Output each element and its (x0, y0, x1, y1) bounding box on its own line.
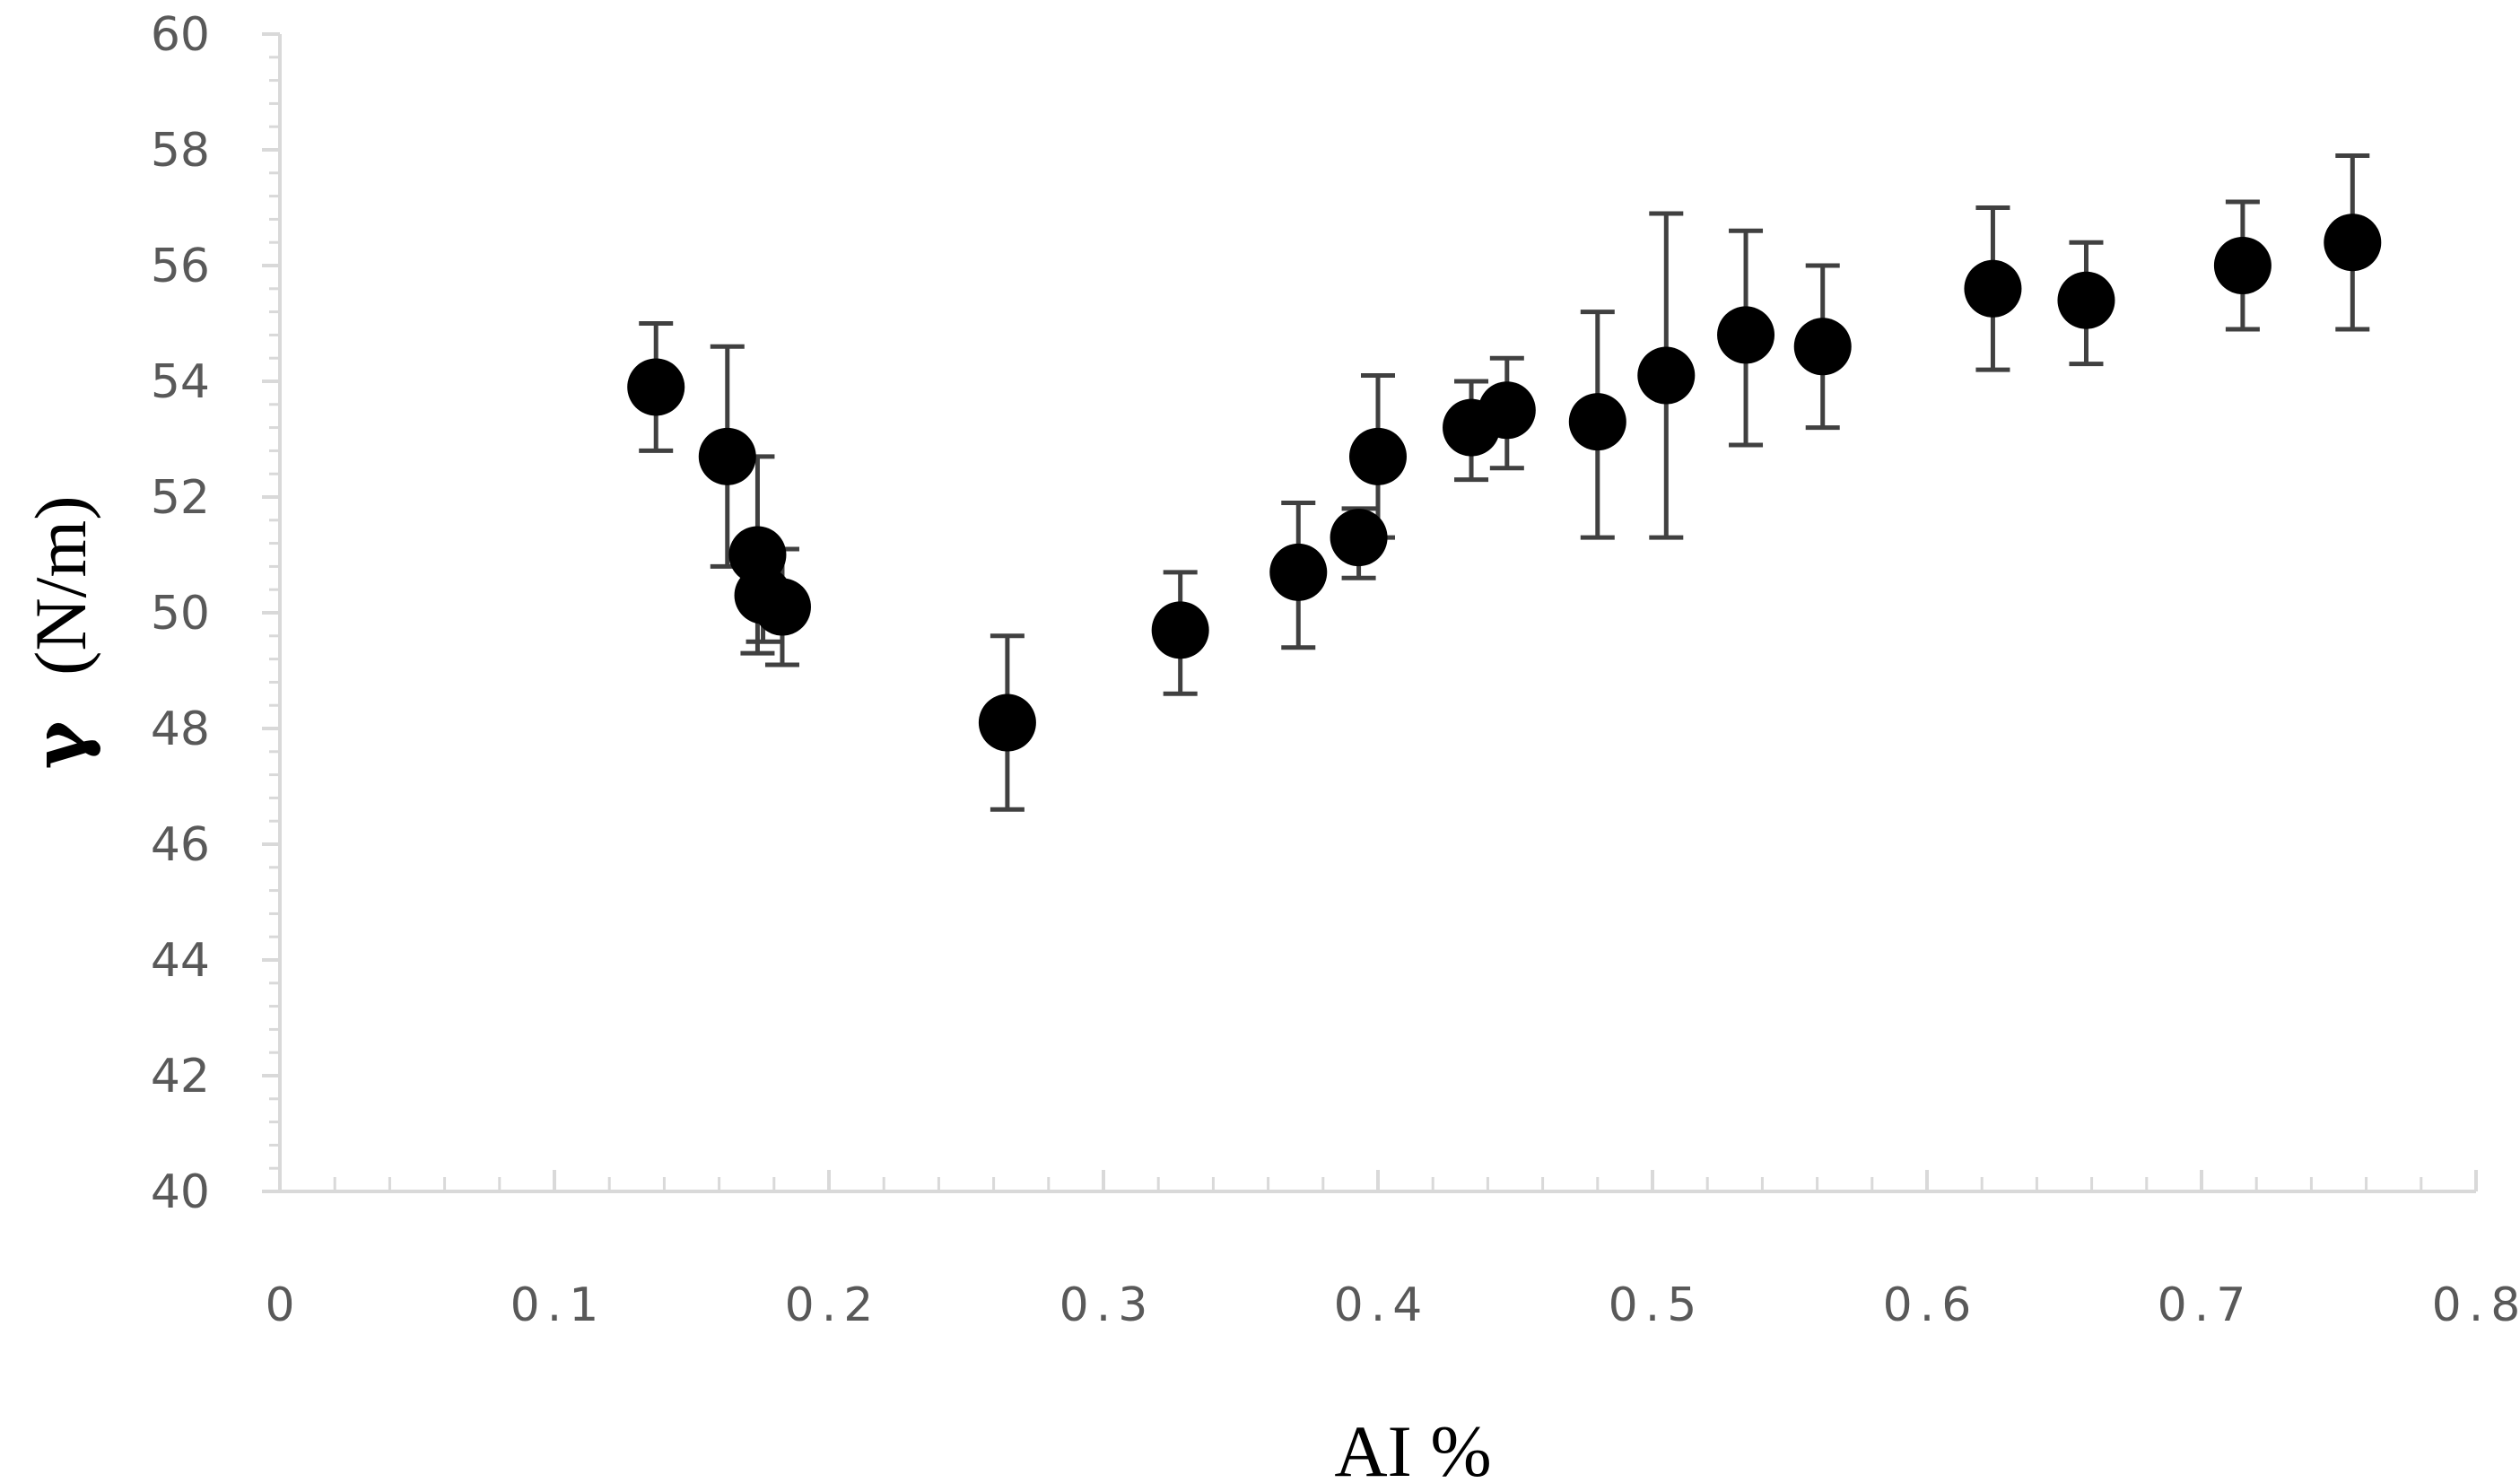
y-tick-label: 60 (151, 8, 210, 62)
y-axis-unit: (N/m) (20, 495, 101, 675)
x-tick-label: 0.7 (2158, 1278, 2254, 1332)
x-tick-labels: 0 0.1 0.2 0.3 0.4 0.5 0.6 0.7 0.8 (265, 1278, 2520, 1332)
y-tick-label: 48 (151, 702, 210, 756)
x-tick-label: 0.8 (2432, 1278, 2520, 1332)
data-point (1964, 259, 2022, 318)
x-tick-label: 0.4 (1334, 1278, 1430, 1332)
data-point (1269, 543, 1328, 601)
y-tick-label: 44 (151, 934, 210, 988)
data-point (1478, 381, 1536, 440)
data-point (1568, 393, 1626, 451)
x-tick-label: 0.5 (1609, 1278, 1705, 1332)
data-point (698, 427, 756, 485)
data-point (1330, 509, 1388, 567)
y-tick-label: 40 (151, 1165, 210, 1219)
x-tick-label: 0 (265, 1278, 301, 1332)
data-point (2057, 271, 2115, 329)
error-bars (639, 153, 2370, 812)
y-axis-title: γ (N/m) (17, 495, 103, 769)
y-tick-label: 46 (151, 818, 210, 872)
x-tick-label: 0.6 (1883, 1278, 1979, 1332)
data-point (978, 694, 1036, 752)
y-tick-label: 56 (151, 240, 210, 293)
data-point (753, 578, 811, 636)
data-point (1717, 306, 1775, 364)
data-points (627, 214, 2382, 752)
data-point (1151, 601, 1209, 659)
x-tick-label: 0.3 (1059, 1278, 1155, 1332)
x-tick-label: 0.2 (785, 1278, 881, 1332)
y-tick-label: 50 (151, 587, 210, 641)
x-tick-label: 0.1 (510, 1278, 606, 1332)
axes (262, 32, 2478, 1193)
y-tick-label: 58 (151, 124, 210, 178)
data-point (1349, 427, 1407, 485)
y-tick-label: 54 (151, 355, 210, 409)
data-point (1793, 318, 1852, 376)
y-tick-label: 42 (151, 1050, 210, 1104)
data-point (2213, 237, 2271, 294)
data-point (627, 358, 685, 416)
y-axis-symbol: γ (17, 720, 103, 770)
y-tick-label: 52 (151, 471, 210, 525)
data-point (1637, 346, 1696, 405)
y-tick-labels: 40 42 44 46 48 50 52 54 56 58 60 (151, 8, 210, 1219)
x-axis-title: AI % (1334, 1410, 1491, 1483)
data-point (2324, 214, 2382, 272)
